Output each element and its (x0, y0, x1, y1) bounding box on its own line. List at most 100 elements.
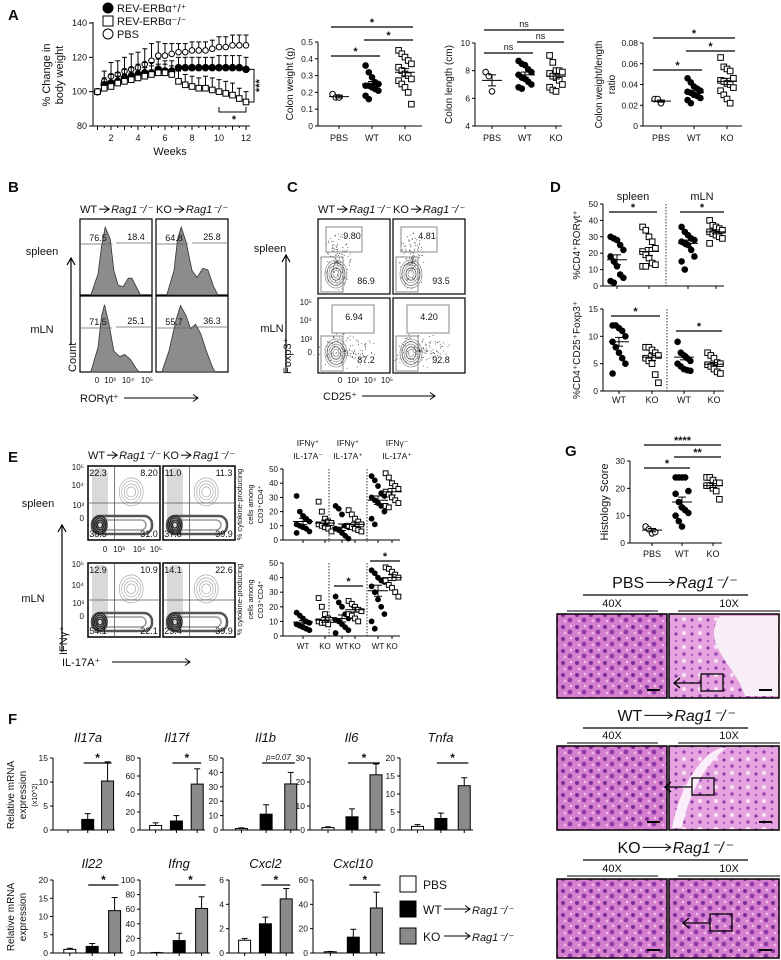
event-dot (336, 245, 338, 247)
bar (323, 951, 337, 954)
event-dot (317, 342, 319, 344)
event-dot (333, 337, 335, 339)
significance-label: p=0.07 (265, 753, 291, 762)
contour (95, 519, 105, 531)
chart-title: Il17a (74, 730, 102, 745)
significance-label: * (450, 751, 455, 765)
arrowhead-icon (672, 677, 681, 689)
data-point (404, 89, 412, 96)
significance-bracket (248, 68, 255, 103)
tick-label: 0 (213, 825, 218, 835)
data-point (222, 90, 230, 97)
tick-label: 20 (386, 753, 396, 763)
significance-label: * (95, 751, 100, 765)
data-point (306, 528, 313, 535)
data-point (352, 615, 358, 622)
legend-swatch (399, 927, 417, 945)
histology-image-40x (556, 613, 668, 699)
data-point (306, 627, 313, 634)
contour (118, 477, 144, 507)
contour (168, 517, 182, 533)
event-dot (341, 271, 343, 273)
data-point (681, 266, 689, 273)
data-point (687, 99, 695, 107)
y-tick-label: 0 (308, 348, 313, 357)
data-point (651, 371, 659, 378)
data-point (335, 505, 342, 512)
event-dot (445, 353, 447, 355)
contour (405, 346, 417, 360)
event-dot (408, 240, 410, 242)
data-point (188, 63, 196, 72)
event-dot (367, 355, 369, 357)
event-dot (414, 279, 416, 281)
event-dot (411, 258, 413, 260)
tick-label: 10 (461, 38, 471, 48)
x-axis-label: WT (297, 642, 310, 651)
x-axis-label: PBS (652, 133, 670, 143)
data-point (385, 504, 392, 511)
event-dot (350, 345, 352, 347)
data-point (717, 360, 724, 367)
tick-label: 10 (214, 133, 224, 143)
x-tick-label: 10⁵ (381, 376, 393, 385)
tick-label: 20 (299, 924, 309, 934)
tick-label: 6 (465, 93, 470, 103)
event-dot (324, 364, 326, 366)
quadrant-value: 39.9 (215, 626, 233, 636)
event-dot (408, 352, 410, 354)
event-dot (401, 242, 403, 244)
event-dot (433, 356, 435, 358)
chart-title: Il17f (164, 730, 190, 745)
data-point (622, 333, 629, 340)
data-point (389, 568, 395, 575)
tick-label: 5 (43, 930, 48, 940)
event-dot (338, 252, 340, 254)
tick-label: 4 (465, 121, 470, 131)
data-point (549, 59, 557, 66)
histology-image-10x (668, 878, 780, 959)
gate-box (406, 304, 450, 334)
arrowhead-icon (429, 392, 436, 400)
data-point (235, 95, 243, 102)
bar (234, 828, 248, 831)
significance-label: ns (519, 19, 529, 29)
legend-marker (102, 28, 114, 40)
data-point (229, 42, 236, 49)
tick-label: 30 (209, 782, 219, 792)
legend-label: PBS (423, 878, 447, 892)
data-point (706, 240, 713, 247)
tick-label: 10 (39, 777, 49, 787)
tick-label: 4 (219, 899, 224, 909)
significance-label: ns (536, 31, 546, 41)
gate-value: 87.2 (357, 355, 375, 365)
significance-label: * (675, 60, 680, 72)
event-dot (399, 358, 401, 360)
event-dot (346, 367, 348, 369)
panel-label-E: E (8, 449, 18, 466)
x-axis-label: WT (336, 642, 349, 651)
event-dot (411, 238, 413, 240)
event-dot (415, 242, 417, 244)
data-point (100, 84, 108, 92)
data-point (730, 74, 737, 82)
bar (258, 923, 272, 954)
tick-label: 0 (43, 948, 48, 958)
data-point (375, 87, 382, 95)
data-point (681, 474, 689, 481)
contour (95, 616, 105, 628)
event-dot (327, 340, 329, 342)
event-dot (412, 254, 414, 256)
event-dot (343, 255, 345, 257)
event-dot (421, 341, 423, 343)
arrowhead-icon (281, 253, 291, 263)
arrowhead-icon (667, 711, 674, 720)
contour (165, 611, 229, 633)
tick-label: 0.04 (621, 80, 638, 90)
event-dot (346, 250, 348, 252)
dot-plot (392, 297, 466, 374)
data-point (375, 596, 381, 603)
event-dot (429, 342, 431, 344)
tick-label: 10 (296, 801, 306, 811)
event-dot (337, 340, 339, 342)
